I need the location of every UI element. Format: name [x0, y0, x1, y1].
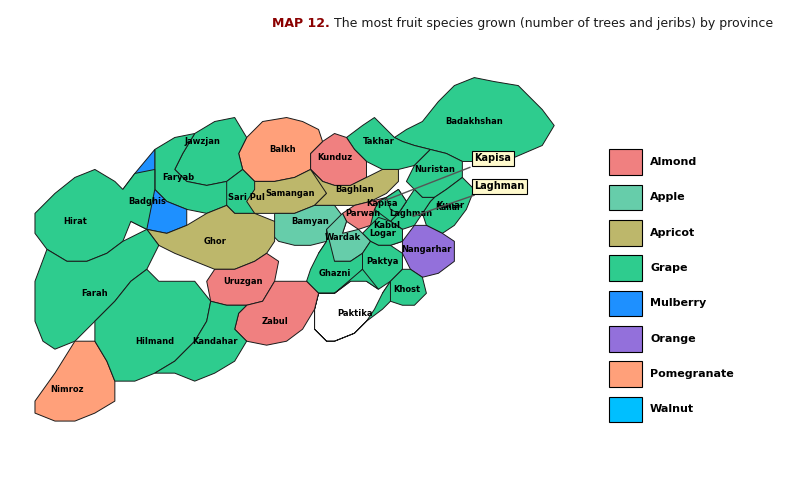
- Text: Almond: Almond: [650, 157, 697, 167]
- Text: Kabul: Kabul: [373, 221, 400, 230]
- Polygon shape: [174, 117, 247, 186]
- Text: Balkh: Balkh: [270, 145, 296, 154]
- Polygon shape: [374, 190, 406, 221]
- Text: Paktika: Paktika: [336, 309, 373, 318]
- Polygon shape: [391, 190, 435, 229]
- Polygon shape: [307, 229, 362, 293]
- Polygon shape: [226, 169, 287, 214]
- Text: Badghis: Badghis: [128, 197, 166, 206]
- Polygon shape: [383, 269, 426, 305]
- Text: Jawzjan: Jawzjan: [185, 137, 221, 146]
- Polygon shape: [266, 205, 347, 246]
- Text: Nimroz: Nimroz: [50, 384, 83, 394]
- Text: Kunar: Kunar: [436, 201, 465, 210]
- Text: Kapisa: Kapisa: [385, 154, 511, 200]
- Polygon shape: [235, 281, 318, 345]
- Text: Apple: Apple: [650, 192, 685, 202]
- Text: Ghor: Ghor: [204, 237, 226, 246]
- Polygon shape: [406, 149, 462, 197]
- Polygon shape: [35, 229, 159, 349]
- Text: Apricot: Apricot: [650, 228, 696, 238]
- Text: Laghman: Laghman: [413, 181, 524, 217]
- Text: Faryab: Faryab: [163, 173, 195, 182]
- Text: Mulberry: Mulberry: [650, 299, 707, 308]
- Text: Kunduz: Kunduz: [317, 153, 352, 162]
- Polygon shape: [318, 214, 370, 261]
- Polygon shape: [395, 78, 554, 162]
- Polygon shape: [310, 134, 366, 186]
- Text: Khost: Khost: [393, 285, 420, 294]
- Polygon shape: [402, 225, 454, 277]
- Text: Zabul: Zabul: [261, 317, 288, 326]
- Polygon shape: [147, 205, 274, 269]
- Polygon shape: [314, 269, 391, 341]
- Text: Ghazni: Ghazni: [318, 269, 351, 278]
- Text: Uruzgan: Uruzgan: [223, 277, 263, 286]
- Text: The most fruit species grown (number of trees and jeribs) by province: The most fruit species grown (number of …: [330, 17, 773, 30]
- Text: Kunar: Kunar: [435, 203, 461, 212]
- Text: Kandahar: Kandahar: [192, 337, 237, 346]
- Polygon shape: [347, 117, 431, 169]
- Text: Badakhshan: Badakhshan: [446, 117, 503, 126]
- Text: Paktya: Paktya: [366, 257, 399, 266]
- Text: Nangarhar: Nangarhar: [401, 245, 452, 254]
- Text: Takhar: Takhar: [362, 137, 395, 146]
- Text: Grape: Grape: [650, 263, 688, 273]
- Polygon shape: [422, 177, 474, 233]
- Text: Walnut: Walnut: [650, 405, 694, 414]
- Text: Nuristan: Nuristan: [414, 165, 455, 174]
- Polygon shape: [155, 134, 235, 214]
- Polygon shape: [343, 197, 387, 229]
- Text: Sari Pul: Sari Pul: [228, 193, 265, 202]
- Polygon shape: [155, 301, 247, 381]
- Text: Laghman: Laghman: [389, 209, 432, 218]
- Polygon shape: [362, 218, 402, 246]
- Text: Hilmand: Hilmand: [135, 337, 174, 346]
- Text: Hirat: Hirat: [63, 217, 86, 226]
- Polygon shape: [95, 269, 211, 381]
- Polygon shape: [35, 169, 155, 261]
- Text: Parwan: Parwan: [345, 209, 380, 218]
- Polygon shape: [123, 149, 187, 233]
- Text: Wardak: Wardak: [325, 233, 361, 242]
- Text: Baghlan: Baghlan: [335, 185, 374, 194]
- Polygon shape: [35, 341, 115, 421]
- Text: Bamyan: Bamyan: [292, 217, 329, 226]
- Polygon shape: [247, 169, 326, 214]
- Polygon shape: [362, 242, 402, 289]
- Text: MAP 12.: MAP 12.: [273, 17, 330, 30]
- Text: Samangan: Samangan: [266, 189, 315, 198]
- Polygon shape: [310, 169, 399, 205]
- Text: Pomegranate: Pomegranate: [650, 369, 734, 379]
- Polygon shape: [207, 253, 278, 305]
- Polygon shape: [370, 209, 402, 246]
- Text: Logar: Logar: [369, 229, 396, 238]
- Text: Orange: Orange: [650, 334, 696, 344]
- Polygon shape: [239, 117, 322, 182]
- Polygon shape: [387, 190, 406, 214]
- Text: Farah: Farah: [82, 289, 108, 298]
- Text: Kapisa: Kapisa: [367, 199, 399, 208]
